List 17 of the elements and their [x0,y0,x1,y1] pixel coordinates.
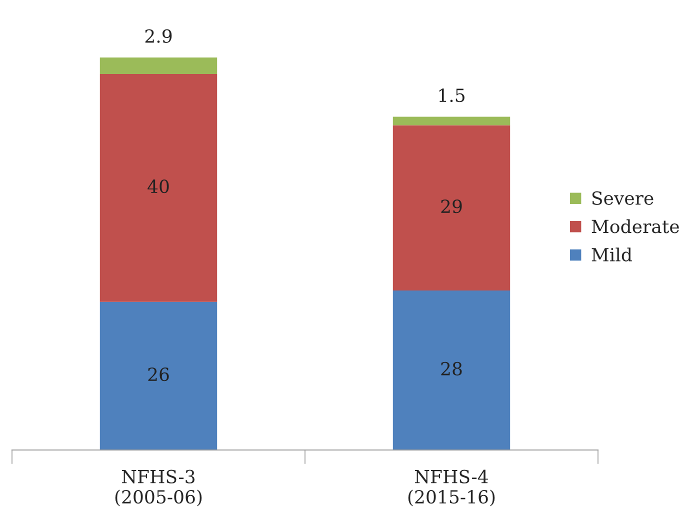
bar [100,74,218,302]
legend-label: Severe [592,191,654,205]
data-label: 1.5 [439,88,464,102]
data-label: 2.9 [145,29,172,43]
data-label: 26 [148,368,169,382]
legend-label: Moderate [592,219,679,234]
bar [392,116,510,126]
bar [100,302,218,450]
data-label: 40 [148,180,169,194]
bar [392,125,510,290]
legend-label: Mild [592,248,632,262]
x-tick-label: NFHS-3 (2005-06) [115,470,202,506]
data-label: 29 [441,199,462,214]
data-label: 28 [441,362,462,376]
bar [392,290,510,450]
bar [100,57,218,74]
x-tick-label: NFHS-4 (2015-16) [408,470,495,506]
